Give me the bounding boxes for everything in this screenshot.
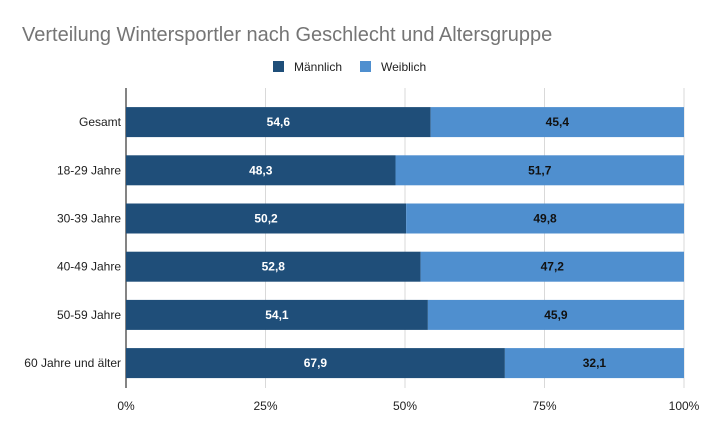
category-label-30-39-jahre: 30-39 Jahre (57, 212, 121, 226)
data-label-maennlich-18-29-jahre: 48,3 (249, 163, 273, 177)
gridlines (125, 88, 685, 388)
x-tick-label: 0% (117, 399, 135, 413)
bar-maennlich-30-39-jahre (126, 203, 407, 234)
legend-swatch-weiblich (360, 61, 371, 72)
category-label-60-jahre-und-aelter: 60 Jahre und älter (24, 356, 121, 370)
bar-weiblich-gesamt (430, 107, 684, 138)
bars (126, 107, 684, 379)
x-tick-label: 50% (393, 399, 417, 413)
bar-weiblich-50-59-jahre (427, 299, 684, 330)
bar-maennlich-50-59-jahre (126, 299, 428, 330)
data-labels: 54,6 45,4 48,3 51,7 50,2 49,8 52,8 47,2 54,1 45,9… (249, 115, 606, 370)
bar-maennlich-gesamt (126, 107, 431, 138)
bar-weiblich-60-jahre-und-aelter (504, 348, 684, 379)
chart-title: Verteilung Wintersportler nach Geschlech… (22, 24, 552, 46)
x-tick-label: 75% (532, 399, 556, 413)
bar-maennlich-18-29-jahre (126, 155, 396, 186)
data-label-maennlich-50-59-jahre: 54,1 (265, 308, 289, 322)
data-label-maennlich-30-39-jahre: 50,2 (254, 212, 278, 226)
bar-weiblich-30-39-jahre (406, 203, 684, 234)
legend-swatch-maennlich (273, 61, 284, 72)
x-axis-labels: 0% 25% 50% 75% 100% (117, 399, 699, 413)
legend-label-weiblich: Weiblich (381, 60, 426, 74)
bar-weiblich-18-29-jahre (395, 155, 684, 186)
category-label-50-59-jahre: 50-59 Jahre (57, 308, 121, 322)
category-labels: Gesamt 18-29 Jahre 30-39 Jahre 40-49 Jahre 5… (24, 115, 121, 370)
category-label-40-49-jahre: 40-49 Jahre (57, 260, 121, 274)
category-label-gesamt: Gesamt (79, 115, 122, 129)
data-label-weiblich-30-39-jahre: 49,8 (533, 212, 557, 226)
x-tick-label: 25% (253, 399, 277, 413)
legend-label-maennlich: Männlich (294, 60, 342, 74)
data-label-weiblich-gesamt: 45,4 (546, 115, 570, 129)
bar-maennlich-40-49-jahre (126, 251, 421, 282)
data-label-weiblich-40-49-jahre: 47,2 (541, 260, 565, 274)
bar-weiblich-40-49-jahre (420, 251, 684, 282)
x-tick-label: 100% (669, 399, 700, 413)
category-label-18-29-jahre: 18-29 Jahre (57, 163, 121, 177)
data-label-weiblich-60-jahre-und-aelter: 32,1 (583, 356, 607, 370)
data-label-weiblich-18-29-jahre: 51,7 (528, 163, 552, 177)
data-label-weiblich-50-59-jahre: 45,9 (544, 308, 568, 322)
legend: Männlich Weiblich (273, 60, 426, 74)
data-label-maennlich-40-49-jahre: 52,8 (262, 260, 286, 274)
bar-maennlich-60-jahre-und-aelter (126, 348, 505, 379)
data-label-maennlich-60-jahre-und-aelter: 67,9 (304, 356, 328, 370)
data-label-maennlich-gesamt: 54,6 (267, 115, 291, 129)
